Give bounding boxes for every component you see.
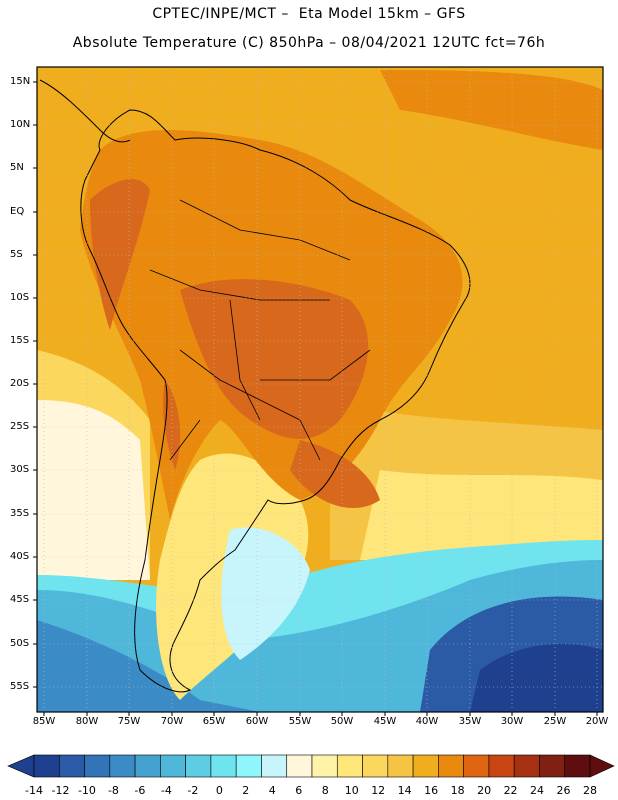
lon-label: 30W <box>500 716 524 727</box>
colorbar-label: 20 <box>477 784 492 797</box>
colorbar-swatch <box>84 754 111 778</box>
colorbar-swatch <box>160 754 186 778</box>
andes-hot-strip <box>90 179 150 330</box>
lon-label: 80W <box>75 716 99 727</box>
colorbar-label: -12 <box>51 784 70 797</box>
lat-label: 10N <box>10 119 31 130</box>
colorbar-label: 8 <box>321 784 329 797</box>
cold-deepest-core <box>470 644 603 712</box>
colorbar-swatch <box>463 754 490 778</box>
colorbar-swatch <box>185 754 212 778</box>
colorbar-label: 14 <box>397 784 412 797</box>
lon-label: 85W <box>32 716 56 727</box>
colorbar-label: 28 <box>582 784 597 797</box>
lat-label: 10S <box>10 292 30 303</box>
lat-label: EQ <box>10 206 25 217</box>
chart-title-line2: Absolute Temperature (C) 850hPa – 08/04/… <box>72 35 546 51</box>
colorbar-label: 12 <box>371 784 386 797</box>
colorbar-swatch <box>412 754 439 778</box>
lon-label: 75W <box>117 716 141 727</box>
colorbar-swatch <box>438 754 464 778</box>
colorbar-label: 4 <box>268 784 276 797</box>
lat-label: 5S <box>10 249 23 260</box>
lat-label: 55S <box>10 681 30 692</box>
pale-yellow-band-atlantic <box>360 470 603 560</box>
lon-label: 25W <box>543 716 567 727</box>
colorbar-label: -14 <box>25 784 43 797</box>
continent-hot-core <box>180 279 369 439</box>
lat-label: 25S <box>10 421 30 432</box>
lon-label: 20W <box>585 716 609 727</box>
lat-label: 5N <box>10 162 24 173</box>
colorbar-label: 6 <box>295 784 303 797</box>
colorbar-swatch <box>539 754 566 778</box>
colorbar-label: -4 <box>160 784 172 797</box>
colorbar-swatch <box>261 754 288 778</box>
south-america-outline <box>80 109 471 693</box>
lat-label: 15S <box>10 335 30 346</box>
colorbar-label: 18 <box>450 784 465 797</box>
lat-label: 50S <box>10 638 30 649</box>
lon-label: 65W <box>202 716 226 727</box>
colorbar-label: -8 <box>107 784 119 797</box>
colorbar-swatch <box>58 754 85 778</box>
axis-ticks <box>33 81 598 716</box>
cold-argentina-plume <box>221 527 310 660</box>
colorbar-swatch <box>564 754 591 778</box>
lon-label: 50W <box>330 716 354 727</box>
colorbar-swatch <box>387 754 414 778</box>
lat-label: 40S <box>10 551 30 562</box>
map-field <box>37 67 603 712</box>
colorbar-label: 22 <box>503 784 518 797</box>
lon-label: 60W <box>245 716 269 727</box>
colorbar-label: 26 <box>556 784 571 797</box>
country-borders <box>149 199 371 461</box>
colorbar-swatch <box>336 754 363 778</box>
colorbar-label: -2 <box>187 784 199 797</box>
colorbar-label: 10 <box>344 784 359 797</box>
colorbar-label: 16 <box>424 784 439 797</box>
colorbar-label: -10 <box>77 784 96 797</box>
colorbar-swatch <box>33 754 60 778</box>
caribbean-warm-area <box>380 70 603 150</box>
lon-label: 55W <box>288 716 312 727</box>
map-frame <box>36 66 604 713</box>
colorbar-swatch <box>362 754 389 778</box>
lon-label: 45W <box>373 716 397 727</box>
colorbar-swatch <box>488 754 515 778</box>
colorbar-left-arrow <box>7 754 35 778</box>
colorbar-swatch <box>134 754 161 778</box>
colorbar-swatch <box>513 754 540 778</box>
lon-label: 70W <box>160 716 184 727</box>
colorbar-swatch <box>311 754 338 778</box>
colorbar-swatch <box>109 754 136 778</box>
lat-label: 35S <box>10 508 30 519</box>
cold-deep-band <box>37 620 260 712</box>
chart-title-line1: CPTEC/INPE/MCT – Eta Model 15km – GFS <box>152 6 466 22</box>
lat-label: 45S <box>10 594 30 605</box>
colorbar-label: 2 <box>242 784 250 797</box>
colorbar-swatch <box>210 754 237 778</box>
colorbar-label: -6 <box>134 784 146 797</box>
colorbar-swatch <box>235 754 262 778</box>
lon-label: 35W <box>458 716 482 727</box>
lat-label: 20S <box>10 378 30 389</box>
colorbar <box>7 754 615 778</box>
central-america-outline <box>39 79 131 143</box>
uruguay-hot-area <box>290 440 380 509</box>
colorbar-label: 24 <box>530 784 545 797</box>
colorbar-swatch <box>286 754 313 778</box>
colorbar-right-arrow <box>589 754 615 778</box>
colorbar-label: 0 <box>215 784 223 797</box>
lat-label: 30S <box>10 464 30 475</box>
lon-label: 40W <box>415 716 439 727</box>
cream-pacific-band <box>37 400 150 580</box>
lat-label: 15N <box>10 76 31 87</box>
